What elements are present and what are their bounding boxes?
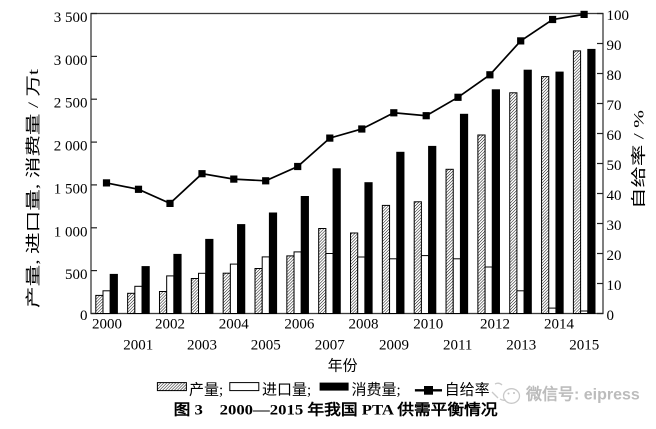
svg-text:2015: 2015	[569, 337, 599, 353]
svg-text:500: 500	[65, 267, 88, 283]
svg-text:产量;: 产量;	[189, 382, 223, 399]
svg-text:2008: 2008	[349, 317, 379, 333]
svg-text:2002: 2002	[155, 317, 185, 333]
svg-text:40: 40	[607, 188, 622, 204]
svg-text:2006: 2006	[284, 317, 315, 333]
svg-text:2003: 2003	[187, 337, 217, 353]
svg-text:自给率 / %: 自给率 / %	[631, 110, 648, 209]
svg-text:2010: 2010	[413, 317, 443, 333]
svg-text:10: 10	[607, 278, 622, 294]
svg-text:2014: 2014	[544, 317, 575, 333]
svg-text:2007: 2007	[315, 337, 346, 353]
svg-text:2005: 2005	[251, 337, 281, 353]
svg-text:3 500: 3 500	[54, 10, 88, 26]
svg-text:2 000: 2 000	[54, 139, 88, 155]
svg-text:图 3 2000—2015 年我国 PTA 供需平衡情况: 图 3 2000—2015 年我国 PTA 供需平衡情况	[174, 401, 498, 419]
svg-text:50: 50	[607, 158, 622, 174]
svg-text:20: 20	[607, 248, 622, 264]
svg-text:100: 100	[607, 8, 630, 24]
svg-text:0: 0	[607, 308, 615, 324]
svg-text:30: 30	[607, 218, 622, 234]
svg-text:1 500: 1 500	[54, 181, 88, 197]
svg-text:2011: 2011	[443, 337, 472, 353]
svg-text:2012: 2012	[480, 317, 510, 333]
svg-text:消费量;: 消费量;	[352, 382, 401, 399]
svg-text:2000: 2000	[92, 317, 122, 333]
svg-text:2009: 2009	[379, 337, 409, 353]
svg-text:产量, 进口量, 消费量 / 万t: 产量, 进口量, 消费量 / 万t	[25, 68, 42, 308]
svg-text:2 500: 2 500	[54, 96, 88, 112]
svg-text:2001: 2001	[123, 337, 153, 353]
svg-text:1 000: 1 000	[54, 224, 88, 240]
svg-text:3 000: 3 000	[54, 53, 88, 69]
svg-text:0: 0	[80, 308, 88, 324]
svg-text:进口量;: 进口量;	[262, 382, 311, 399]
svg-text:微信号: eipress: 微信号: eipress	[525, 385, 640, 404]
svg-text:90: 90	[607, 38, 622, 54]
svg-text:2004: 2004	[219, 317, 250, 333]
svg-text:2013: 2013	[506, 337, 536, 353]
svg-text:年份: 年份	[328, 358, 358, 375]
svg-text:70: 70	[607, 98, 622, 114]
svg-text:80: 80	[607, 68, 622, 84]
svg-text:自给率: 自给率	[445, 382, 490, 399]
svg-text:60: 60	[607, 128, 622, 144]
